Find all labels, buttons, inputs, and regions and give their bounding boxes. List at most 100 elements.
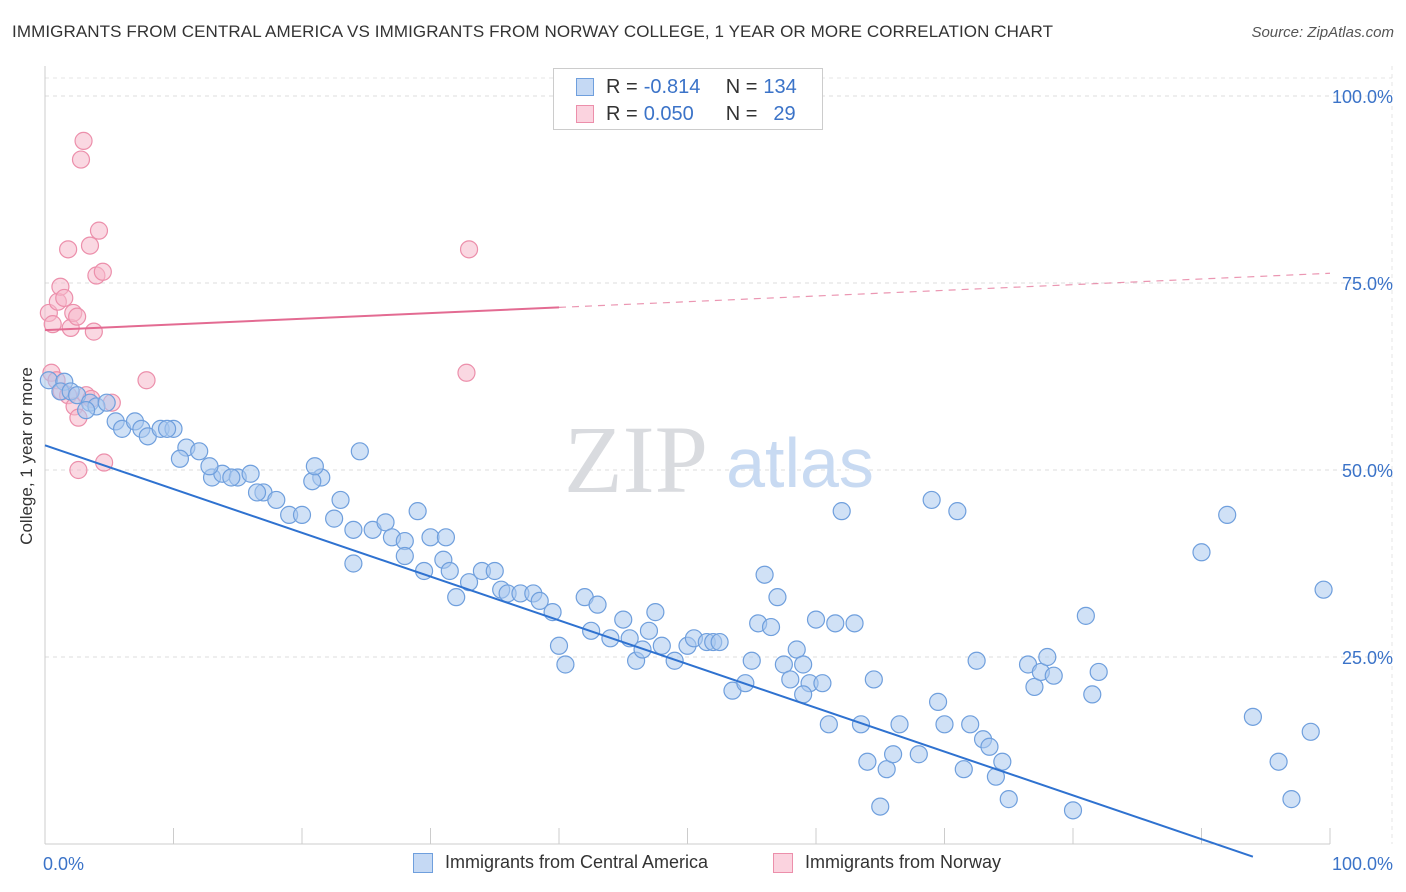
point-central-america xyxy=(877,760,896,779)
blue-swatch xyxy=(576,78,594,96)
point-central-america xyxy=(794,685,813,704)
point-norway xyxy=(69,460,88,480)
point-central-america xyxy=(344,554,363,573)
point-norway xyxy=(68,307,87,326)
r-label: R = xyxy=(606,75,638,98)
point-central-america xyxy=(787,640,806,659)
y-tick-label: 50.0% xyxy=(1342,461,1393,481)
y-tick-label: 75.0% xyxy=(1342,274,1393,294)
point-central-america xyxy=(440,561,459,581)
point-central-america xyxy=(742,651,761,670)
point-central-america xyxy=(485,561,504,581)
point-central-america xyxy=(1076,606,1095,625)
point-central-america xyxy=(325,509,344,528)
point-central-america xyxy=(170,449,190,468)
n-label: N = xyxy=(725,102,758,125)
data-points xyxy=(39,131,1333,820)
trend-line-solid xyxy=(44,306,560,332)
point-central-america xyxy=(813,674,832,693)
point-central-america xyxy=(768,588,787,607)
point-norway xyxy=(457,363,476,382)
x-tick-label-end: 100.0% xyxy=(1332,854,1393,874)
point-central-america xyxy=(305,457,324,476)
point-central-america xyxy=(761,617,781,637)
point-central-america xyxy=(77,401,96,420)
point-norway xyxy=(89,221,109,240)
point-norway xyxy=(137,371,156,390)
series-legend: Immigrants from Central America Immigran… xyxy=(0,852,1406,878)
point-central-america xyxy=(614,610,633,629)
point-norway xyxy=(93,262,112,281)
point-central-america xyxy=(845,614,864,633)
point-central-america xyxy=(350,442,369,461)
point-central-america xyxy=(961,715,980,734)
point-central-america xyxy=(967,651,986,670)
point-norway xyxy=(59,240,78,259)
point-norway xyxy=(84,322,103,341)
x-tick-label-start: 0.0% xyxy=(43,854,84,874)
point-norway xyxy=(55,288,74,308)
point-central-america xyxy=(928,692,948,711)
point-central-america xyxy=(344,520,363,539)
point-central-america xyxy=(883,745,903,764)
point-central-america xyxy=(447,588,466,607)
point-central-america xyxy=(646,603,665,622)
grid-lines xyxy=(45,66,1393,844)
r-value: 0.050 xyxy=(643,102,694,125)
point-central-america xyxy=(806,610,826,629)
blue-swatch xyxy=(413,852,433,873)
axes xyxy=(44,66,1331,845)
point-central-america xyxy=(922,490,941,510)
point-central-america xyxy=(222,468,241,487)
point-central-america xyxy=(1038,647,1057,667)
point-central-america xyxy=(1083,685,1102,704)
trend-lines xyxy=(44,272,1331,858)
point-norway xyxy=(459,240,479,259)
point-central-america xyxy=(421,528,440,547)
point-central-america xyxy=(292,505,312,524)
legend-label: Immigrants from Norway xyxy=(805,852,1002,872)
r-value: -0.814 xyxy=(643,75,701,98)
point-central-america xyxy=(999,790,1018,809)
point-central-america xyxy=(408,502,427,521)
tick-labels: 100.0% 75.0% 50.0% 25.0% 0.0% 100.0% xyxy=(43,87,1393,874)
watermark: ZIP atlas xyxy=(564,406,874,513)
point-central-america xyxy=(1269,752,1288,771)
point-central-america xyxy=(774,655,793,674)
pink-swatch xyxy=(773,852,793,873)
y-axis-label: College, 1 year or more xyxy=(17,367,36,545)
point-central-america xyxy=(1063,801,1083,820)
point-central-america xyxy=(157,419,177,438)
legend-item-norway[interactable]: Immigrants from Norway xyxy=(773,852,1001,873)
point-central-america xyxy=(935,715,954,734)
legend-row-central-america: R = -0.814 N = 134 xyxy=(576,76,797,98)
point-central-america xyxy=(851,715,871,734)
r-label: R = xyxy=(606,102,638,125)
point-central-america xyxy=(247,483,267,502)
source-label: Source: ZipAtlas.com xyxy=(1251,24,1394,41)
point-central-america xyxy=(376,513,395,532)
point-central-america xyxy=(819,715,838,734)
point-norway xyxy=(74,131,93,150)
chart-title: IMMIGRANTS FROM CENTRAL AMERICA VS IMMIG… xyxy=(12,22,1054,41)
point-central-america xyxy=(1282,790,1301,809)
n-label: N = xyxy=(725,75,758,98)
point-central-america xyxy=(200,457,219,476)
point-norway xyxy=(43,315,62,334)
point-central-america xyxy=(241,464,260,483)
point-central-america xyxy=(871,797,890,816)
point-central-america xyxy=(1044,666,1063,685)
trend-line-dashed xyxy=(558,272,1331,308)
legend-item-central-america[interactable]: Immigrants from Central America xyxy=(413,852,708,873)
point-central-america xyxy=(549,636,569,655)
legend-row-norway: R = 0.050 N = 29 xyxy=(576,103,796,125)
point-central-america xyxy=(980,737,999,756)
point-central-america xyxy=(395,546,414,566)
point-central-america xyxy=(331,490,350,510)
point-central-america xyxy=(639,621,659,640)
point-central-america xyxy=(909,745,928,764)
point-central-america xyxy=(826,614,845,633)
point-norway xyxy=(71,150,91,169)
watermark-atlas: atlas xyxy=(726,424,874,502)
